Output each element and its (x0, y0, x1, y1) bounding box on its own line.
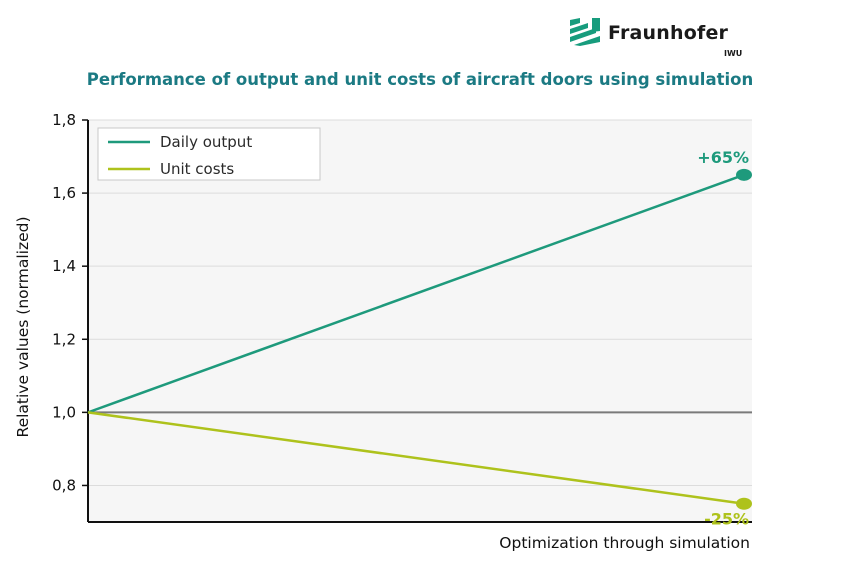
y-tick-label: 1,0 (52, 403, 76, 421)
series-line-daily-output (87, 173, 745, 414)
legend-label-unit-costs: Unit costs (160, 160, 234, 178)
y-tick-label: 1,4 (52, 257, 76, 275)
y-tick-label: 1,6 (52, 184, 76, 202)
y-tick-label: 1,8 (52, 111, 76, 129)
end-point-daily-output (736, 168, 752, 181)
legend-label-daily-output: Daily output (160, 133, 252, 151)
logo-wordmark: Fraunhofer (608, 22, 729, 44)
end-label-daily-output: +65% (697, 148, 749, 167)
x-axis-title: Optimization through simulation (499, 534, 750, 552)
fraunhofer-logo-mark-icon (570, 18, 600, 46)
end-label-unit-costs: -25% (704, 510, 749, 529)
logo-institute: IWU (724, 49, 743, 58)
chart-title: Performance of output and unit costs of … (86, 70, 754, 89)
y-tick-label: 1,2 (52, 330, 76, 348)
y-tick-label: 0,8 (52, 476, 76, 494)
y-axis-title: Relative values (normalized) (14, 217, 32, 438)
plot-area (88, 120, 752, 522)
fraunhofer-logo: Fraunhofer IWU (570, 14, 750, 62)
end-point-unit-costs (736, 497, 752, 510)
series-line-unit-costs (87, 411, 745, 505)
legend-box (97, 127, 321, 181)
